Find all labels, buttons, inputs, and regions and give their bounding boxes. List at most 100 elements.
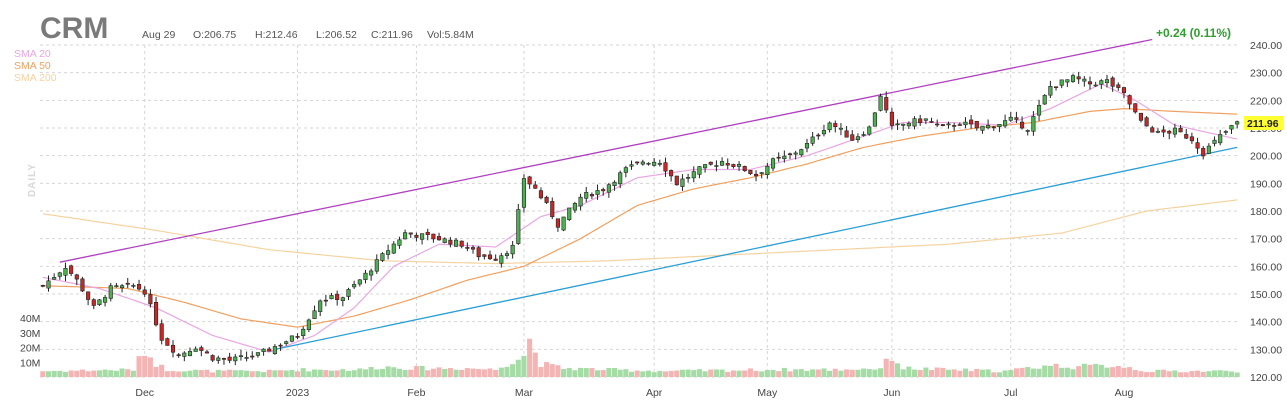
candle-body bbox=[516, 209, 521, 244]
volume-bar bbox=[266, 369, 272, 377]
candle-body bbox=[1076, 76, 1081, 80]
volume-bar bbox=[79, 369, 85, 377]
volume-bar bbox=[628, 371, 635, 377]
candle-body bbox=[453, 239, 459, 247]
volume-bar bbox=[759, 371, 765, 377]
candle-body bbox=[499, 255, 504, 264]
volume-bar bbox=[645, 370, 652, 377]
candle-body bbox=[997, 124, 1002, 128]
volume-bar bbox=[651, 372, 657, 377]
volume-bar bbox=[742, 370, 748, 377]
candle-body bbox=[952, 125, 957, 127]
volume-bar bbox=[719, 369, 725, 377]
candle-body bbox=[1212, 139, 1217, 144]
candle-body bbox=[861, 134, 866, 136]
candle-body bbox=[1116, 84, 1121, 88]
candle-body bbox=[697, 166, 702, 175]
volume-bar bbox=[679, 369, 685, 377]
candle-body bbox=[318, 300, 323, 312]
candle-body bbox=[787, 153, 793, 156]
volume-bar bbox=[340, 369, 346, 377]
volume-bar bbox=[142, 355, 148, 377]
candle-body bbox=[165, 338, 170, 346]
volume-bar bbox=[193, 369, 199, 377]
volume-bar bbox=[85, 371, 91, 377]
volume-bar bbox=[1200, 372, 1206, 377]
price-tick-label: 180.00 bbox=[1250, 206, 1282, 218]
candle-body bbox=[69, 265, 74, 274]
volume-bar bbox=[634, 370, 640, 377]
volume-bar bbox=[906, 366, 912, 377]
candle-body bbox=[40, 285, 45, 287]
candle-body bbox=[974, 121, 979, 129]
candle-body bbox=[386, 250, 391, 255]
candle-body bbox=[329, 295, 334, 300]
volume-bar bbox=[1115, 365, 1121, 377]
header-volume: Vol:5.84M bbox=[427, 29, 474, 41]
candle-body bbox=[810, 136, 815, 144]
candle-body bbox=[504, 253, 510, 256]
candle-body bbox=[289, 335, 294, 342]
candle-body bbox=[420, 233, 425, 240]
candle-body bbox=[833, 123, 838, 127]
volume-bar bbox=[1166, 371, 1172, 377]
volume-bar bbox=[838, 370, 844, 377]
candle-body bbox=[901, 123, 906, 126]
volume-bar bbox=[221, 370, 227, 377]
candle-body bbox=[759, 172, 764, 174]
candle-body bbox=[918, 118, 923, 124]
volume-bar bbox=[136, 356, 142, 377]
volume-bar bbox=[1217, 370, 1223, 377]
volume-bar bbox=[793, 369, 799, 377]
candle-body bbox=[1218, 134, 1223, 144]
candle-body bbox=[906, 123, 911, 127]
grid-lines bbox=[40, 44, 1240, 378]
candle-body bbox=[1167, 130, 1172, 134]
candle-body bbox=[487, 254, 493, 260]
candle-body bbox=[1150, 127, 1155, 133]
candle-body bbox=[340, 297, 345, 301]
candle-body bbox=[46, 280, 51, 289]
date-tick-label: Apr bbox=[646, 387, 663, 399]
candle-body bbox=[589, 194, 594, 197]
volume-bar bbox=[538, 367, 544, 377]
candle-body bbox=[521, 178, 527, 208]
volume-bar bbox=[396, 368, 402, 377]
volume-bar bbox=[476, 369, 482, 377]
price-tick-label: 170.00 bbox=[1250, 234, 1282, 246]
volume-bar bbox=[1047, 365, 1053, 377]
volume-bar bbox=[436, 367, 442, 377]
volume-bar bbox=[668, 370, 674, 377]
price-tick-label: 220.00 bbox=[1250, 95, 1282, 107]
volume-bar bbox=[1211, 370, 1218, 377]
volume-bar bbox=[210, 372, 216, 377]
candle-body bbox=[776, 156, 781, 159]
header-open: O:206.75 bbox=[193, 29, 236, 41]
candle-body bbox=[1144, 117, 1149, 127]
candle-body bbox=[131, 285, 136, 287]
candle-body bbox=[838, 127, 843, 130]
volume-bar bbox=[1059, 367, 1065, 377]
volume-bar bbox=[1081, 363, 1087, 377]
volume-bar bbox=[810, 369, 816, 377]
candle-body bbox=[238, 355, 243, 357]
candle-body bbox=[1110, 77, 1115, 87]
candle-body bbox=[737, 163, 742, 167]
candle-body bbox=[1014, 117, 1019, 120]
volume-tick-label: 10M bbox=[20, 357, 40, 369]
price-tick-label: 200.00 bbox=[1250, 151, 1282, 163]
trend-channel[interactable] bbox=[59, 38, 1238, 350]
volume-bar bbox=[662, 371, 669, 377]
candle-body bbox=[1189, 136, 1194, 142]
candle-body bbox=[663, 162, 668, 172]
candle-body bbox=[827, 122, 832, 131]
candle-body bbox=[250, 355, 255, 358]
volume-bar bbox=[532, 352, 538, 377]
candle-body bbox=[142, 289, 147, 295]
sma50-path bbox=[42, 107, 1238, 328]
candle-body bbox=[431, 233, 436, 240]
candle-body bbox=[1223, 131, 1228, 133]
candle-body bbox=[720, 161, 725, 166]
